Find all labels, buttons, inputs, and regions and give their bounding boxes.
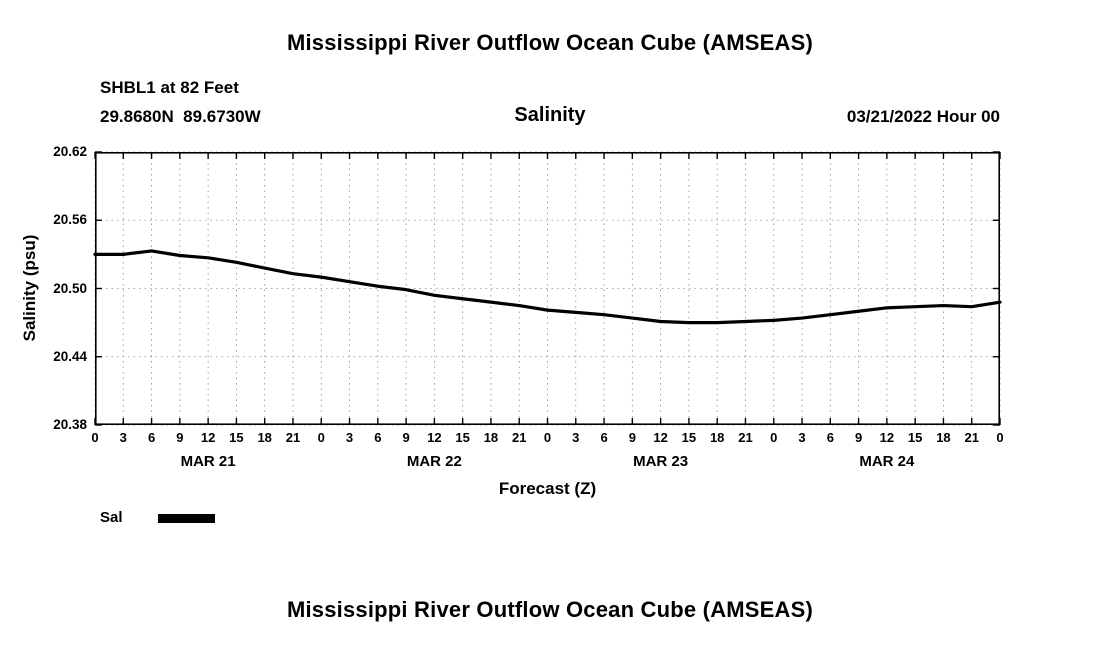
x-tick-label: 18 bbox=[257, 430, 272, 445]
x-tick-label: 15 bbox=[455, 430, 470, 445]
x-tick-label: 9 bbox=[628, 430, 636, 445]
x-tick-label: 21 bbox=[511, 430, 527, 445]
station-label: SHBL1 at 82 Feet bbox=[100, 78, 239, 97]
legend-label: Sal bbox=[100, 509, 123, 526]
page-title: Mississippi River Outflow Ocean Cube (AM… bbox=[286, 30, 814, 55]
x-tick-label: 3 bbox=[119, 430, 127, 445]
x-tick-label: 3 bbox=[572, 430, 580, 445]
y-tick-label: 20.44 bbox=[53, 348, 87, 364]
bottom-page-title: Mississippi River Outflow Ocean Cube (AM… bbox=[286, 597, 814, 622]
plot-area bbox=[93, 151, 1002, 426]
x-tick-label: 6 bbox=[374, 430, 382, 445]
x-tick-label: 12 bbox=[879, 430, 895, 445]
x-tick-label: 0 bbox=[91, 430, 99, 445]
x-tick-label: 21 bbox=[964, 430, 979, 445]
x-axis-label: Forecast (Z) bbox=[498, 479, 597, 498]
x-tick-label: 18 bbox=[709, 430, 725, 445]
x-tick-label: 15 bbox=[681, 430, 697, 445]
y-tick-label: 20.62 bbox=[53, 144, 87, 159]
y-tick-label: 20.50 bbox=[53, 280, 87, 296]
day-label: MAR 21 bbox=[180, 453, 236, 470]
x-tick-label: 0 bbox=[770, 430, 778, 445]
x-tick-label: 9 bbox=[176, 430, 184, 445]
x-tick-label: 0 bbox=[996, 430, 1004, 445]
x-tick-label: 21 bbox=[285, 430, 301, 445]
x-tick-label: 6 bbox=[826, 430, 834, 445]
day-label: MAR 22 bbox=[406, 453, 462, 470]
x-tick-label: 3 bbox=[345, 430, 354, 445]
plot-border bbox=[95, 152, 1001, 425]
x-tick-label: 0 bbox=[543, 430, 552, 445]
datetime-label: 03/21/2022 Hour 00 bbox=[846, 107, 1000, 126]
x-tick-label: 12 bbox=[653, 430, 668, 445]
x-tick-label: 18 bbox=[483, 430, 499, 445]
day-label: MAR 24 bbox=[859, 453, 915, 470]
coordinates-label: 29.8680N 89.6730W bbox=[100, 107, 261, 126]
x-tick-label: 3 bbox=[798, 430, 806, 445]
x-tick-label: 6 bbox=[147, 430, 156, 445]
salinity-curve bbox=[93, 249, 1002, 325]
x-tick-label: 15 bbox=[907, 430, 923, 445]
x-tick-label: 21 bbox=[738, 430, 753, 445]
chart-title: Salinity bbox=[514, 104, 586, 126]
x-tick-label: 18 bbox=[936, 430, 951, 445]
x-tick-label: 12 bbox=[200, 430, 216, 445]
x-tick-label: 9 bbox=[402, 430, 410, 445]
y-tick-label: 20.38 bbox=[53, 417, 87, 432]
x-tick-label: 6 bbox=[600, 430, 608, 445]
x-tick-label: 0 bbox=[317, 430, 325, 445]
x-tick-label: 9 bbox=[854, 430, 863, 445]
y-tick-label: 20.56 bbox=[53, 212, 87, 228]
x-tick-label: 12 bbox=[427, 430, 442, 445]
chart-canvas bbox=[93, 151, 1002, 426]
x-tick-label: 15 bbox=[229, 430, 244, 445]
day-label: MAR 23 bbox=[633, 453, 689, 470]
legend-line-swatch bbox=[158, 514, 215, 523]
